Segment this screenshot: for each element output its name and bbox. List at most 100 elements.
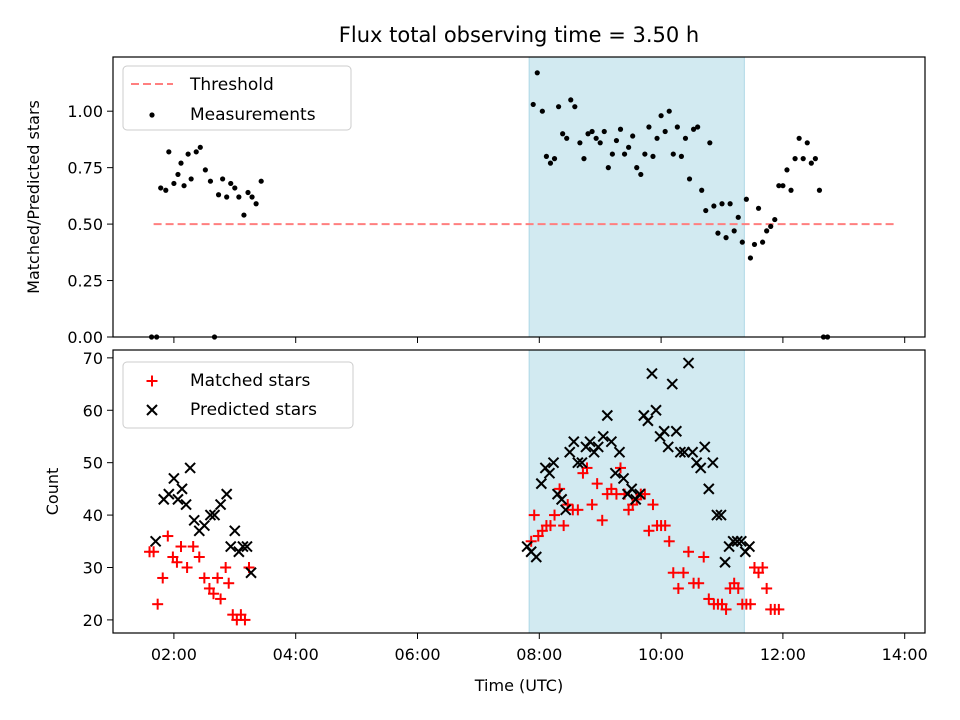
legend-top: Threshold Measurements (122, 65, 352, 131)
matched-point (615, 462, 626, 474)
predicted-point (229, 525, 241, 537)
measurement-point (743, 196, 749, 202)
predicted-point-b (241, 540, 253, 553)
predicted-point (646, 367, 658, 380)
predicted-point (176, 483, 188, 495)
predicted-point-b (646, 367, 658, 380)
measurement-point (735, 214, 741, 220)
measurement-point (258, 178, 264, 184)
predicted-point-b (163, 488, 175, 500)
matched-point (677, 567, 689, 579)
measurement-point (695, 124, 701, 130)
measurement-point (780, 183, 786, 189)
predicted-point-b (547, 456, 560, 469)
predicted-point (686, 446, 699, 458)
y-tick-label: 50 (83, 454, 103, 473)
matched-point (663, 535, 675, 547)
predicted-point-b (225, 540, 237, 553)
predicted-point-b (658, 425, 670, 437)
predicted-point (670, 425, 683, 437)
predicted-point-b (229, 525, 241, 537)
predicted-point (711, 509, 723, 521)
matched-point (187, 541, 199, 553)
predicted-point (694, 462, 707, 474)
measurement-point (796, 135, 802, 141)
predicted-point-b (180, 498, 192, 511)
predicted-point (237, 540, 249, 553)
predicted-point (172, 493, 184, 506)
predicted-point (658, 425, 670, 437)
measurement-point (638, 171, 644, 178)
predicted-point-b (592, 441, 604, 453)
predicted-point-b (208, 509, 221, 521)
predicted-point-b (204, 509, 217, 521)
predicted-point-b (220, 488, 233, 500)
legend-predicted-label: Predicted stars (190, 400, 317, 420)
measurement-point (551, 156, 558, 162)
predicted-point-b (634, 488, 646, 500)
matched-point (181, 561, 193, 573)
predicted-point-b (715, 509, 727, 521)
measurement-point (564, 135, 570, 141)
predicted-point-b (172, 493, 184, 506)
predicted-point (682, 357, 695, 369)
legend-bottom: Matched stars Predicted stars (122, 361, 354, 429)
measurement-point (646, 124, 652, 130)
measurement-point (723, 235, 729, 241)
measurement-point (534, 70, 540, 76)
matched-point (659, 520, 671, 532)
predicted-point-b (735, 535, 747, 547)
matched-point (643, 525, 655, 537)
predicted-point (650, 404, 662, 416)
measurement-point (715, 230, 721, 236)
predicted-point-b (237, 540, 249, 553)
measurement-point (776, 183, 782, 189)
measurement-point (650, 153, 656, 159)
measurement-point (560, 131, 566, 137)
y-tick-label: 20 (83, 611, 103, 630)
y-tick-label: 70 (83, 349, 103, 368)
measurement-point (185, 151, 191, 157)
measurement-point (593, 135, 599, 141)
predicted-point (727, 535, 739, 547)
measurement-point (555, 104, 562, 110)
predicted-point-b (670, 425, 683, 437)
measurement-point (589, 128, 595, 135)
y-tick-label: 30 (83, 558, 103, 577)
measurement-point (609, 151, 615, 157)
predicted-point (699, 441, 711, 453)
measurement-point (613, 137, 620, 144)
measurement-point (658, 113, 664, 119)
x-tick-label: 14:00 (882, 645, 928, 664)
predicted-point-b (525, 546, 537, 558)
measurement-point (764, 228, 770, 234)
predicted-point (547, 456, 560, 469)
chart-title: Flux total observing time = 3.50 h (339, 23, 699, 47)
predicted-point-b (555, 493, 568, 506)
measurement-point (800, 156, 806, 162)
x-tick-label: 08:00 (516, 645, 562, 664)
y-axis-label-bottom: Count (43, 468, 62, 516)
matched-point (198, 572, 210, 584)
y-tick-label: 60 (83, 401, 103, 420)
measurement-point (158, 185, 164, 191)
matched-point (558, 520, 570, 532)
predicted-point-b (707, 456, 719, 469)
predicted-point-b (666, 378, 678, 390)
predicted-point-b (572, 456, 584, 469)
measurement-point (816, 187, 823, 193)
predicted-point (703, 483, 715, 495)
measurement-point (755, 205, 762, 211)
predicted-point-b (731, 535, 743, 547)
predicted-point-b (609, 467, 622, 479)
measurement-point (163, 187, 169, 193)
measurement-point (202, 167, 208, 173)
matched-point (596, 514, 608, 526)
predicted-point (576, 456, 588, 469)
predicted-point (731, 535, 743, 547)
matched-point (157, 572, 169, 584)
predicted-point (743, 540, 756, 553)
measurement-point (175, 171, 181, 178)
y-axis-label-top: Matched/Predicted stars (24, 100, 43, 294)
